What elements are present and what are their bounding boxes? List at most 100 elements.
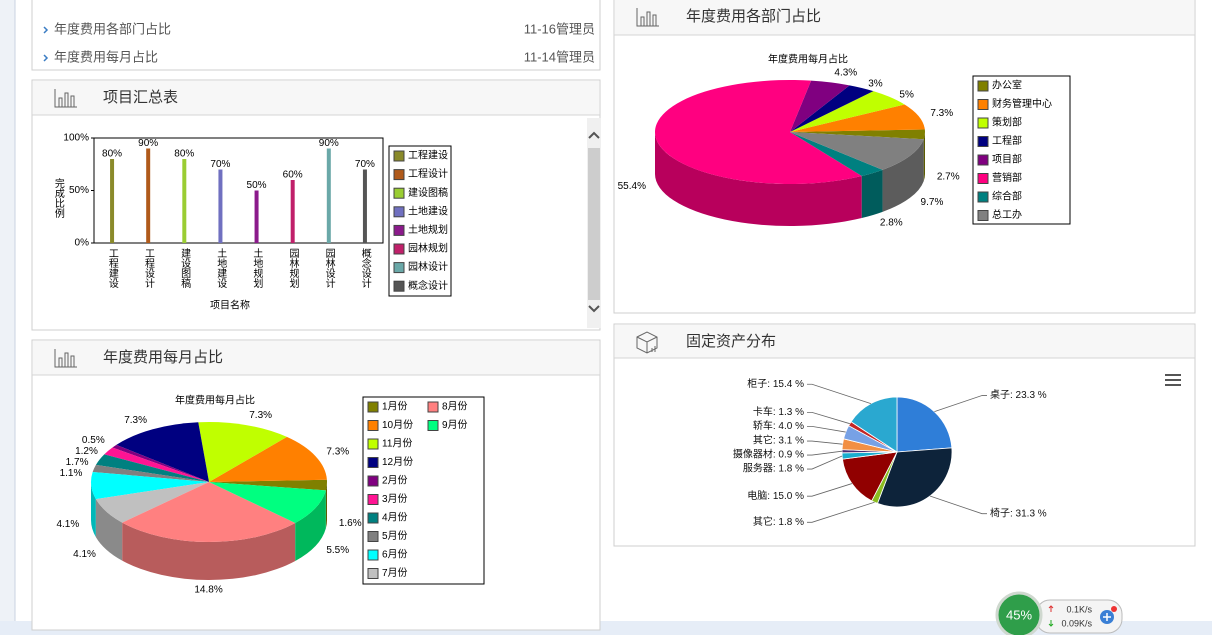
legend-label: 工程建设 [408, 149, 448, 162]
legend-swatch [977, 154, 989, 166]
slice [790, 80, 850, 132]
slice [790, 132, 883, 219]
legend-label: 工程设计 [408, 167, 448, 180]
left-strip [0, 0, 15, 635]
data-label: 卡车: 1.3 % [753, 405, 804, 418]
slice-side [91, 482, 96, 538]
menu-button[interactable] [1165, 374, 1181, 386]
chevron [43, 54, 49, 62]
data-label: 7.3% [249, 410, 272, 421]
panel [31, 79, 601, 331]
panel-title: 项目汇总表 [103, 89, 178, 106]
x-tick-label: 园林规划 [287, 248, 299, 288]
legend-label: 办公室 [992, 79, 1022, 92]
legend-label: 7月份 [382, 567, 408, 579]
slice-side [122, 522, 296, 581]
slice-top [790, 85, 874, 132]
slice-side [923, 132, 925, 182]
slice-top [198, 422, 287, 482]
leader-line [807, 483, 853, 497]
slice [116, 422, 209, 482]
data-label: 电脑: 15.0 % [747, 489, 804, 502]
value-label: 90% [138, 138, 158, 149]
slice [112, 444, 209, 482]
legend-swatch [393, 169, 405, 181]
add-icon [1103, 613, 1111, 621]
slice-top [790, 129, 925, 140]
chart-icon [636, 8, 659, 27]
legend-box [972, 75, 1071, 225]
leader-line [807, 383, 872, 404]
slice-top [92, 464, 209, 482]
data-label: 4.1% [73, 549, 96, 560]
data-label: 0.5% [82, 435, 105, 446]
legend-label: 综合部 [992, 190, 1022, 203]
legend-swatch [393, 206, 405, 218]
x-tick-label: 园林设计 [323, 248, 335, 289]
bar [254, 190, 259, 243]
legend-swatch [393, 224, 405, 236]
chart-title: 年度费用每月占比 [768, 53, 848, 66]
slice [122, 482, 296, 581]
scroll-arrows[interactable] [588, 131, 600, 313]
list-title[interactable]: 年度费用各部门占比 [54, 21, 171, 36]
bar [326, 148, 331, 243]
asset-icon [636, 331, 658, 354]
data-label: 5.5% [326, 545, 349, 556]
data-label: 1.2% [75, 446, 98, 457]
slice-top [95, 454, 209, 482]
legend-swatch [367, 457, 379, 468]
legend-swatch [367, 475, 379, 487]
legend-label: 1月份 [382, 401, 408, 413]
y-tick-label: 100% [63, 133, 89, 144]
legend-swatch [977, 191, 989, 203]
legend-label: 园林设计 [408, 260, 448, 273]
legend-label: 营销部 [992, 171, 1022, 184]
legend-label: 策划部 [992, 116, 1022, 129]
data-label: 4.3% [834, 68, 857, 79]
slice-top [90, 472, 209, 500]
value-label: 60% [283, 170, 303, 181]
slice [790, 132, 924, 212]
panel-header [33, 81, 599, 115]
slice-top [112, 444, 209, 482]
legend-swatch [977, 136, 989, 147]
leader-line [929, 495, 987, 515]
legend-swatch [367, 494, 379, 505]
legend-swatch [977, 80, 989, 92]
up-arrow [1048, 605, 1054, 612]
slice [850, 396, 898, 453]
data-label: 3% [868, 79, 883, 90]
net-gauge[interactable] [995, 591, 1043, 635]
chart-title: 年度费用每月占比 [175, 394, 255, 407]
slice-side [861, 169, 883, 219]
leader-line [807, 455, 843, 470]
slice [790, 129, 925, 182]
slice [209, 436, 327, 482]
value-label: 50% [247, 180, 267, 191]
data-label: 4.1% [56, 519, 79, 530]
legend-swatch [393, 150, 405, 162]
panel-header [615, 0, 1194, 35]
legend-swatch [367, 401, 379, 413]
chart-icon [54, 89, 77, 108]
slice-top [209, 482, 326, 523]
data-label: 桌子: 23.3 % [990, 388, 1047, 401]
slice-side [325, 482, 327, 529]
bar [146, 148, 151, 243]
value-label: 80% [102, 149, 122, 160]
legend-swatch [977, 99, 989, 110]
scroll-thumb[interactable] [588, 148, 600, 300]
legend-swatch [367, 549, 379, 561]
slice-top [655, 80, 862, 185]
list-title[interactable]: 年度费用每月占比 [54, 49, 158, 64]
upload-speed: 0.1K/s [1066, 604, 1092, 614]
legend-label: 4月份 [382, 512, 408, 524]
data-label: 1.7% [66, 457, 89, 468]
list-meta: 11-16管理员 [524, 21, 595, 36]
data-label: 5% [899, 90, 914, 101]
list-panel [31, 0, 601, 71]
slice-top [790, 80, 850, 132]
slice [790, 85, 874, 132]
legend-label: 土地规划 [408, 223, 448, 236]
